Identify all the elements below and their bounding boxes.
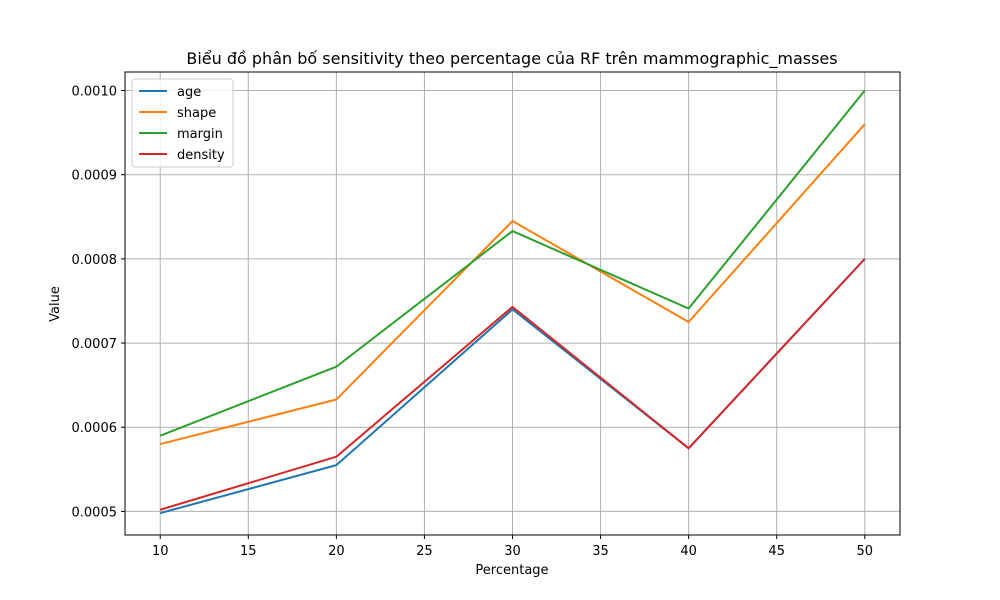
legend-label-age: age: [177, 85, 201, 100]
series-line-shape: [159, 123, 866, 446]
x-axis-ticks: 10 15 20 25 30 35 40 45 50: [152, 535, 873, 559]
y-tick-label: 0.0010: [72, 85, 118, 100]
y-tick-label: 0.0006: [72, 421, 118, 436]
series-lines: [159, 89, 866, 515]
x-tick-label: 40: [680, 544, 697, 559]
grid-lines: [125, 72, 900, 535]
y-tick-label: 0.0007: [72, 337, 118, 352]
y-tick-label: 0.0008: [72, 253, 118, 268]
x-tick-label: 35: [592, 544, 609, 559]
x-tick-label: 50: [856, 544, 873, 559]
x-tick-label: 25: [416, 544, 433, 559]
series-line-density: [159, 258, 866, 511]
x-tick-label: 10: [152, 544, 169, 559]
y-axis-label: Value: [48, 286, 63, 322]
legend-label-density: density: [177, 148, 225, 163]
x-tick-label: 45: [768, 544, 785, 559]
legend-label-margin: margin: [177, 127, 223, 142]
series-line-margin: [159, 89, 866, 437]
y-tick-label: 0.0009: [72, 169, 118, 184]
chart-title: Biểu đồ phân bố sensitivity theo percent…: [186, 49, 837, 69]
x-tick-label: 30: [504, 544, 521, 559]
x-tick-label: 15: [240, 544, 257, 559]
y-tick-label: 0.0005: [72, 505, 118, 520]
legend-label-shape: shape: [177, 106, 216, 121]
x-tick-label: 20: [328, 544, 345, 559]
y-axis-ticks: 0.0005 0.0006 0.0007 0.0008 0.0009 0.0010: [72, 85, 125, 520]
x-axis-label: Percentage: [475, 563, 548, 578]
legend: age shape margin density: [131, 78, 234, 168]
legend-box: [131, 78, 234, 168]
